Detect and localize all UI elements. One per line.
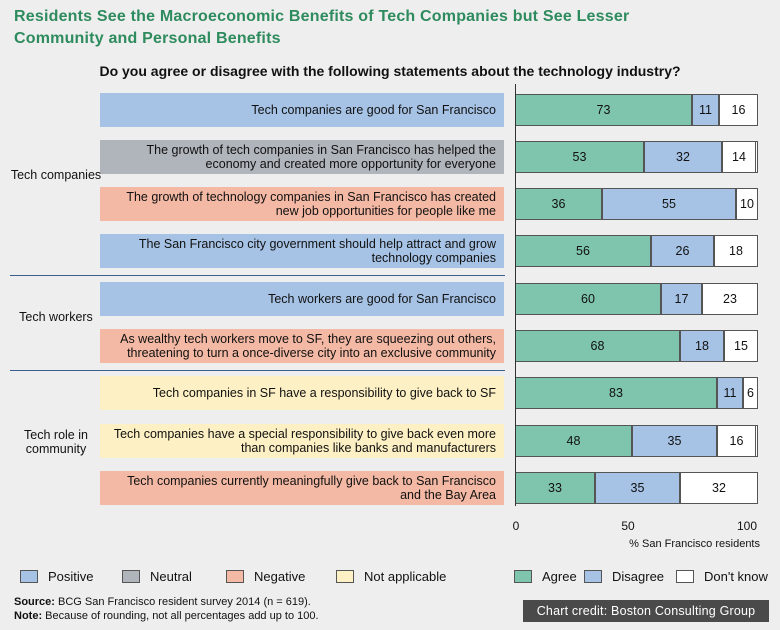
legend-label: Agree — [542, 569, 577, 584]
source-label: Source: — [14, 596, 55, 608]
statement-label: The growth of tech companies in San Fran… — [100, 140, 504, 174]
bar-segment-dont-know: 10 — [736, 188, 758, 220]
bar-segment-dont-know: 14 — [722, 141, 756, 173]
statement-label: Tech workers are good for San Francisco — [100, 282, 504, 316]
bar-segment-disagree: 26 — [651, 235, 714, 267]
legend-label: Not applicable — [364, 569, 447, 584]
legend-dont-know: Don't know — [676, 569, 768, 584]
group-divider — [10, 370, 505, 371]
chart-title: Residents See the Macroeconomic Benefits… — [14, 8, 630, 47]
bar-segment-dont-know: 6 — [743, 377, 758, 409]
bar-segment-dont-know: 15 — [724, 330, 758, 362]
x-tick-label: 50 — [621, 519, 635, 533]
x-axis-title: % San Francisco residents — [629, 538, 760, 550]
bar-segment-disagree: 11 — [717, 377, 743, 409]
legend-swatch — [122, 570, 140, 583]
statement-label: The growth of technology companies in Sa… — [100, 187, 504, 221]
group-label-tech-role: Tech role in community — [24, 428, 88, 456]
note-text: Because of rounding, not all percentages… — [45, 610, 319, 622]
bar-segment-agree: 36 — [515, 188, 602, 220]
bar-segment-agree: 68 — [515, 330, 680, 362]
legend-swatch — [336, 570, 354, 583]
bar-segment-dont-know: 18 — [714, 235, 758, 267]
chart-credit: Chart credit: Boston Consulting Group — [523, 600, 769, 622]
legend-label: Positive — [48, 569, 94, 584]
bar-segment-disagree: 17 — [661, 283, 702, 315]
bar-segment-disagree: 35 — [595, 472, 680, 504]
bar-segment-disagree: 35 — [632, 425, 717, 457]
bar-segment-dont-know: 23 — [702, 283, 758, 315]
chart-question: Do you agree or disagree with the follow… — [99, 63, 681, 79]
legend-swatch — [514, 570, 532, 583]
source-text: BCG San Francisco resident survey 2014 (… — [58, 596, 311, 608]
legend-disagree: Disagree — [584, 569, 664, 584]
bar-segment-agree: 83 — [515, 377, 717, 409]
bar-segment-dont-know: 16 — [717, 425, 756, 457]
x-tick-label: 0 — [512, 519, 520, 533]
x-tick-label: 100 — [736, 519, 758, 533]
statement-label: The San Francisco city government should… — [100, 234, 504, 268]
legend-label: Don't know — [704, 569, 768, 584]
source-note: Source: BCG San Francisco resident surve… — [14, 595, 319, 623]
bar-segment-agree: 60 — [515, 283, 661, 315]
statement-label: Tech companies are good for San Francisc… — [100, 93, 504, 127]
bar-segment-agree: 33 — [515, 472, 595, 504]
statement-label: As wealthy tech workers move to SF, they… — [100, 329, 504, 363]
statement-label: Tech companies have a special responsibi… — [100, 424, 504, 458]
bar-segment-agree: 53 — [515, 141, 644, 173]
bar-segment-disagree: 55 — [602, 188, 736, 220]
legend-swatch — [20, 570, 38, 583]
bar-segment-agree: 48 — [515, 425, 632, 457]
note-label: Note: — [14, 610, 43, 622]
group-label-tech-companies: Tech companies — [10, 168, 102, 182]
bar-segment-agree: 56 — [515, 235, 651, 267]
legend-label: Negative — [254, 569, 306, 584]
group-divider — [10, 275, 505, 276]
legend-swatch — [676, 570, 694, 583]
bar-segment-disagree: 18 — [680, 330, 724, 362]
legend-swatch — [226, 570, 244, 583]
statement-label: Tech companies currently meaningfully gi… — [100, 471, 504, 505]
legend-swatch — [584, 570, 602, 583]
legend-positive: Positive — [20, 569, 94, 584]
legend-neutral: Neutral — [122, 569, 192, 584]
bar-segment-dont-know: 32 — [680, 472, 758, 504]
group-label-tech-workers: Tech workers — [19, 310, 93, 324]
bar-segment-dont-know: 16 — [719, 94, 758, 126]
bar-segment-disagree: 11 — [692, 94, 719, 126]
legend-not-applicable: Not applicable — [336, 569, 446, 584]
legend-negative: Negative — [226, 569, 305, 584]
legend-agree: Agree — [514, 569, 577, 584]
x-axis-line — [515, 84, 516, 506]
bar-segment-agree: 73 — [515, 94, 692, 126]
bar-segment-disagree: 32 — [644, 141, 722, 173]
statement-label: Tech companies in SF have a responsibili… — [100, 376, 504, 410]
legend-label: Neutral — [150, 569, 192, 584]
legend-label: Disagree — [612, 569, 665, 584]
